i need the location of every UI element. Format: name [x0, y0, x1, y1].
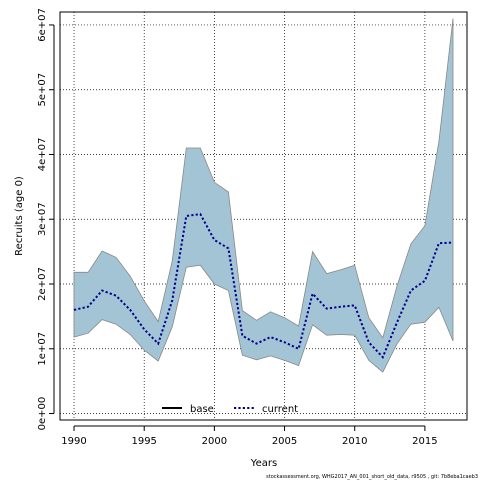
y-axis-title: Recruits (age 0) [14, 176, 25, 256]
x-tick-label: 1990 [61, 436, 86, 447]
x-tick-label: 2015 [412, 436, 437, 447]
y-tick-label: 2e+07 [37, 267, 48, 301]
current-series-line [73, 213, 454, 360]
plot-frame [59, 11, 468, 421]
x-tick-label: 2005 [272, 436, 297, 447]
confidence-band [73, 18, 454, 373]
y-tick-label: 5e+07 [37, 73, 48, 107]
y-tick-label: 3e+07 [37, 202, 48, 236]
x-axis: 1990 1995 2000 2005 2010 2015 [61, 425, 438, 447]
x-tick-label: 2000 [202, 436, 227, 447]
x-axis-title: Years [250, 458, 277, 469]
y-tick-label: 1e+07 [37, 332, 48, 366]
legend: base current [162, 404, 298, 415]
x-tick-label: 2010 [342, 436, 367, 447]
legend-current-label: current [262, 404, 298, 415]
y-tick-label: 6e+07 [37, 8, 48, 42]
legend-base-label: base [190, 404, 214, 415]
y-tick-label: 4e+07 [37, 138, 48, 172]
y-axis: 0e+00 1e+07 2e+07 3e+07 4e+07 5e+07 6e+07 [37, 8, 55, 431]
x-tick-label: 1995 [131, 436, 156, 447]
footer-text: stockassessment.org, WHG2017_AN_001_shor… [266, 474, 478, 480]
y-tick-label: 0e+00 [37, 397, 48, 431]
